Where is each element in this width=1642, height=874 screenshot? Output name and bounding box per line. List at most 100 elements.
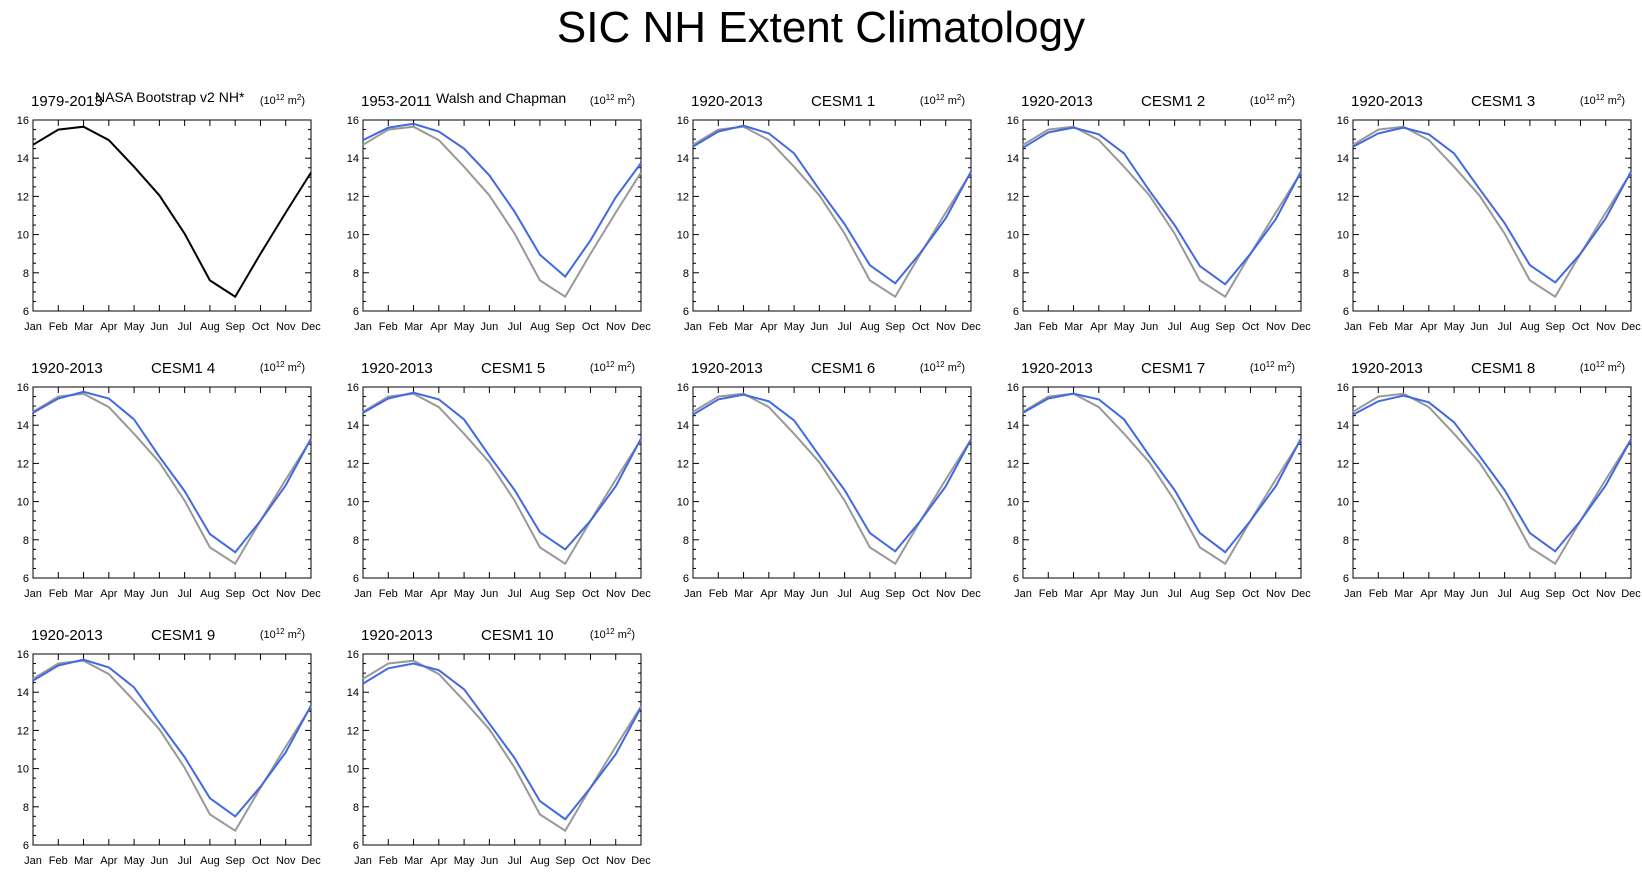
x-tick-label: Feb: [709, 321, 728, 333]
x-tick-label: Nov: [276, 321, 296, 333]
series-line-reference: [362, 659, 642, 833]
x-tick-label: Jun: [810, 588, 828, 600]
x-tick-label: Jul: [838, 588, 852, 600]
x-tick-label: Mar: [734, 321, 753, 333]
units-exponent: 12: [936, 93, 945, 102]
x-tick-label: Jul: [1498, 321, 1512, 333]
units-text: ): [1621, 362, 1625, 374]
x-tick-label: Nov: [936, 321, 956, 333]
x-tick-label: Mar: [734, 588, 753, 600]
x-tick-label: Sep: [225, 321, 245, 333]
x-tick-label: Nov: [1266, 588, 1286, 600]
x-tick-label: Jul: [508, 855, 522, 867]
x-tick-label: Nov: [276, 588, 296, 600]
y-tick-label: 16: [17, 115, 29, 127]
y-tick-label: 10: [17, 764, 29, 776]
units-exponent: 2: [957, 93, 962, 102]
x-tick-label: Oct: [1242, 321, 1259, 333]
x-tick-label: Aug: [200, 321, 220, 333]
x-tick-label: Nov: [276, 855, 296, 867]
x-tick-label: Jun: [1140, 321, 1158, 333]
x-tick-label: Jul: [508, 321, 522, 333]
units-exponent: 12: [606, 93, 615, 102]
units-text: m: [285, 362, 297, 374]
units-text: m: [615, 362, 627, 374]
x-tick-label: Jul: [1168, 321, 1182, 333]
x-tick-label: Apr: [100, 321, 117, 333]
y-tick-label: 12: [17, 458, 29, 470]
x-tick-label: Aug: [860, 321, 880, 333]
y-tick-label: 6: [353, 306, 359, 318]
y-tick-label: 16: [677, 115, 689, 127]
units-text: m: [285, 95, 297, 107]
panel-period-label: 1920-2013: [361, 360, 433, 377]
panel-dataset-label: CESM1 3: [1471, 93, 1535, 110]
y-tick-label: 16: [347, 115, 359, 127]
series-line-reference: [692, 125, 972, 299]
units-exponent: 2: [1617, 93, 1622, 102]
y-tick-label: 8: [353, 802, 359, 814]
x-tick-label: Apr: [100, 855, 117, 867]
y-tick-label: 16: [1007, 382, 1019, 394]
x-tick-label: Dec: [301, 321, 321, 333]
x-tick-label: Jan: [1014, 321, 1032, 333]
x-tick-label: May: [1444, 321, 1465, 333]
y-tick-label: 8: [23, 802, 29, 814]
units-text: (10: [1580, 362, 1596, 374]
units-exponent: 2: [1287, 360, 1292, 369]
x-tick-label: Feb: [1039, 588, 1058, 600]
units-exponent: 12: [276, 360, 285, 369]
x-tick-label: Mar: [74, 588, 93, 600]
x-tick-label: Mar: [404, 321, 423, 333]
x-tick-label: Apr: [430, 855, 447, 867]
units-label: (1012 m2): [260, 360, 305, 374]
y-tick-label: 16: [347, 382, 359, 394]
series-line-observed: [32, 125, 312, 299]
y-tick-label: 14: [17, 687, 29, 699]
units-text: (10: [260, 95, 276, 107]
x-tick-label: Sep: [555, 588, 575, 600]
x-tick-label: Apr: [430, 321, 447, 333]
units-label: (1012 m2): [920, 93, 965, 107]
panel-period-label: 1920-2013: [361, 627, 433, 644]
units-text: (10: [1250, 362, 1266, 374]
x-tick-label: Aug: [860, 588, 880, 600]
units-label: (1012 m2): [260, 93, 305, 107]
series-line-reference: [32, 392, 312, 566]
units-exponent: 12: [276, 93, 285, 102]
panel-dataset-label: CESM1 6: [811, 360, 875, 377]
units-exponent: 2: [297, 627, 302, 636]
x-tick-label: Sep: [1215, 588, 1235, 600]
y-tick-label: 6: [353, 573, 359, 585]
units-exponent: 2: [627, 360, 632, 369]
series-line-reference: [362, 392, 642, 566]
x-tick-label: Feb: [1039, 321, 1058, 333]
units-text: ): [1291, 362, 1295, 374]
units-text: m: [1605, 95, 1617, 107]
panel-period-label: 1920-2013: [31, 360, 103, 377]
units-text: m: [945, 95, 957, 107]
x-tick-label: Mar: [74, 321, 93, 333]
y-tick-label: 6: [683, 573, 689, 585]
panel-dataset-label: CESM1 5: [481, 360, 545, 377]
x-tick-label: Mar: [1394, 321, 1413, 333]
y-tick-label: 6: [1013, 306, 1019, 318]
x-tick-label: Jan: [354, 588, 372, 600]
x-tick-label: Nov: [606, 855, 626, 867]
x-tick-label: Dec: [301, 855, 321, 867]
x-tick-label: Mar: [1064, 588, 1083, 600]
y-tick-label: 8: [23, 535, 29, 547]
series-line-model: [32, 658, 312, 818]
units-label: (1012 m2): [590, 627, 635, 641]
series-line-reference: [32, 659, 312, 833]
x-tick-label: Jan: [24, 588, 42, 600]
series-line-reference: [1352, 125, 1632, 299]
x-tick-label: Jun: [480, 855, 498, 867]
x-tick-label: Feb: [49, 588, 68, 600]
x-tick-label: Feb: [379, 855, 398, 867]
x-tick-label: Apr: [430, 588, 447, 600]
y-tick-label: 12: [1337, 458, 1349, 470]
units-text: (10: [590, 95, 606, 107]
x-tick-label: Aug: [1520, 588, 1540, 600]
x-tick-label: Apr: [1420, 588, 1437, 600]
